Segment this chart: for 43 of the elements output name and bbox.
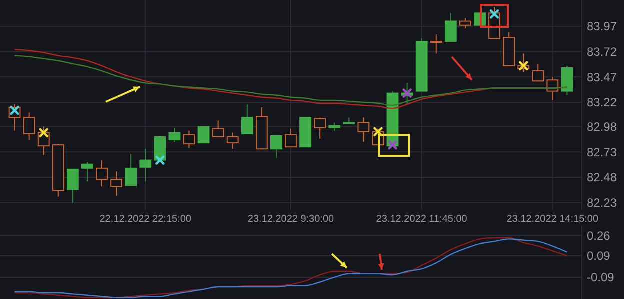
- y-tick-label: 82.23: [587, 196, 618, 210]
- candlestick: [270, 135, 282, 159]
- y-tick-label: 82.48: [587, 170, 618, 185]
- candlestick: [23, 112, 36, 140]
- y-tick-label: 82.98: [587, 120, 618, 134]
- point: [374, 127, 383, 136]
- candlestick: [285, 128, 297, 148]
- candlestick: [66, 168, 79, 204]
- candlestick: [460, 18, 472, 29]
- candlestick: [96, 160, 108, 188]
- candlestick: [110, 170, 122, 196]
- candlestick: [140, 148, 152, 182]
- candlestick: [168, 127, 181, 143]
- y-tick-label: 83.47: [587, 70, 618, 84]
- y-tick-label: 82.73: [587, 145, 618, 160]
- y-tick-label: 83.97: [587, 20, 618, 34]
- x-tick-label: 23.12.2022 14:15:00: [506, 214, 599, 225]
- candlestick: [532, 63, 544, 82]
- candlestick: [226, 132, 239, 150]
- candlestick: [444, 12, 457, 42]
- candlestick: [561, 65, 574, 96]
- point: [519, 61, 528, 71]
- candlestick: [430, 34, 442, 54]
- x-tick-label: 23.12.2022 11:45:00: [376, 214, 468, 225]
- candlestick: [82, 162, 94, 182]
- x-tick-label: 23.12.2022 9:30:00: [248, 214, 335, 225]
- point: [39, 128, 48, 138]
- point: [402, 88, 412, 98]
- x-tick-label: 22.12.2022 22:15:00: [100, 214, 192, 225]
- y-tick-label: 83.72: [587, 44, 618, 59]
- candlestick: [314, 117, 326, 140]
- y-tick-label: -0.09: [587, 270, 615, 285]
- y-tick-label: 0.09: [587, 249, 611, 264]
- candlestick: [125, 154, 138, 186]
- y-tick-label: 0.26: [587, 228, 611, 243]
- candlestick: [358, 117, 370, 143]
- candlestick: [183, 130, 196, 149]
- point: [10, 106, 20, 116]
- candlestick: [212, 120, 224, 138]
- point: [156, 156, 165, 165]
- y-tick-label: 83.22: [587, 96, 618, 110]
- candlestick: [198, 126, 210, 144]
- candlestick: [241, 104, 254, 134]
